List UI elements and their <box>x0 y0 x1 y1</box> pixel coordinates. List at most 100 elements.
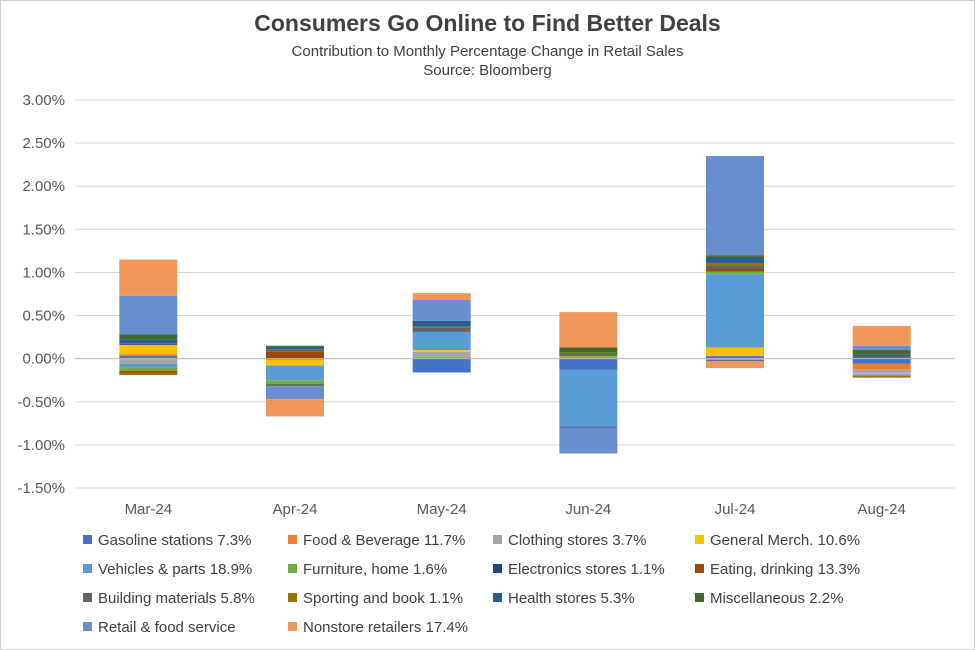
bar-segment <box>266 345 324 347</box>
bar-segment <box>412 320 471 327</box>
bar-segment <box>706 256 764 263</box>
y-tick-label: -1.00% <box>17 437 65 454</box>
bar-segment <box>852 325 911 346</box>
y-tick-label: 2.00% <box>22 178 65 195</box>
x-tick-label: Mar-24 <box>125 501 173 518</box>
bar-segment <box>559 369 618 427</box>
bar-segment <box>412 327 471 332</box>
bar-segment <box>559 427 618 454</box>
bar-segment <box>706 271 764 275</box>
bar-segment <box>266 384 324 386</box>
bar-segment <box>412 326 471 328</box>
bar-segment <box>119 363 178 368</box>
legend-label: Furniture, home 1.6% <box>303 561 448 578</box>
legend-swatch <box>288 593 297 602</box>
legend-label: Clothing stores 3.7% <box>508 532 647 549</box>
legend-swatch <box>83 593 92 602</box>
bar-segment <box>119 295 178 335</box>
legend-label: Retail & food service <box>98 619 236 636</box>
bar-segment <box>119 339 178 344</box>
y-tick-label: 0.00% <box>22 351 65 368</box>
bar-segment <box>266 380 324 385</box>
bar-segment <box>266 349 324 352</box>
legend-item: General Merch. 10.6% <box>695 531 860 551</box>
bar-segment <box>559 355 618 357</box>
bar-segment <box>412 293 471 301</box>
bar-segment <box>119 259 178 296</box>
bar-segment <box>412 300 471 321</box>
bar-segment <box>852 363 911 370</box>
bar-segment <box>412 350 471 352</box>
y-tick-label: -1.50% <box>17 480 65 497</box>
y-tick-label: 1.50% <box>22 221 65 238</box>
x-tick-label: Apr-24 <box>272 501 317 518</box>
bar-segment <box>119 372 178 376</box>
legend-swatch <box>288 535 297 544</box>
bar-segment <box>852 350 911 355</box>
x-tick-label: Jun-24 <box>565 501 611 518</box>
bar-segment <box>706 274 764 348</box>
legend-label: Sporting and book 1.1% <box>303 590 464 607</box>
y-tick-label: 1.00% <box>22 264 65 281</box>
legend-item: Electronics stores 1.1% <box>493 560 665 580</box>
chart-title: Consumers Go Online to Find Better Deals <box>254 10 721 36</box>
legend-swatch <box>493 593 502 602</box>
bar-segment <box>706 255 764 257</box>
legend-swatch <box>493 564 502 573</box>
legend-label: Food & Beverage 11.7% <box>303 532 466 549</box>
bar-segment <box>706 360 764 362</box>
chart-source: Source: Bloomberg <box>423 62 552 79</box>
legend-item: Miscellaneous 2.2% <box>695 589 843 609</box>
bar-segment <box>119 367 178 371</box>
legend-label: Nonstore retailers 17.4% <box>303 619 469 636</box>
legend-item: Eating, drinking 13.3% <box>695 560 860 580</box>
bar-segment <box>852 373 911 375</box>
x-tick-label: Aug-24 <box>857 501 905 518</box>
stacked-bar-chart: 3.00% 2.50% 2.00% 1.50% 1.00% 0.50% 0.00% -0.50… <box>17 92 955 518</box>
legend-item: Gasoline stations 7.3% <box>83 531 251 551</box>
legend-swatch <box>695 535 704 544</box>
bar-segment <box>852 375 911 377</box>
bar-segment <box>852 345 911 351</box>
bar-segment <box>119 356 178 359</box>
bar-segment <box>852 374 911 376</box>
legend-label: General Merch. 10.6% <box>710 532 861 549</box>
bar-segment <box>706 356 764 359</box>
y-tick-label: 2.50% <box>22 135 65 152</box>
bar-segment <box>266 351 324 359</box>
bar-segment <box>706 156 764 256</box>
y-tick-label: 3.00% <box>22 92 65 109</box>
bar-segment <box>119 344 178 355</box>
legend-item: Health stores 5.3% <box>493 589 635 609</box>
legend-label: Vehicles & parts 18.9% <box>98 561 253 578</box>
bar-segment <box>706 268 764 272</box>
bar-segment <box>412 351 471 357</box>
bar-segment <box>559 352 618 354</box>
bar-segment <box>706 265 764 269</box>
y-tick-label: 0.50% <box>22 308 65 325</box>
legend-swatch <box>695 564 704 573</box>
bar-segment <box>559 312 618 348</box>
bar-segment <box>119 344 178 345</box>
legend-item: Building materials 5.8% <box>83 589 255 609</box>
bar-segment <box>266 386 324 400</box>
bar-segment <box>852 354 911 357</box>
bar-segment <box>119 358 178 364</box>
bar-segment <box>266 346 324 350</box>
bar-segment <box>266 359 324 366</box>
bar-segment <box>412 331 471 351</box>
x-tick-label: Jul-24 <box>715 501 756 518</box>
x-tick-label: May-24 <box>417 501 467 518</box>
legend-swatch <box>695 593 704 602</box>
bar-segment <box>266 399 324 417</box>
legend-item: Furniture, home 1.6% <box>288 560 447 580</box>
legend-swatch <box>83 535 92 544</box>
bar-segment <box>559 426 618 428</box>
chart-subtitle: Contribution to Monthly Percentage Chang… <box>0 42 975 80</box>
bar-segment <box>412 331 471 332</box>
bar-segment <box>852 375 911 376</box>
bar-segment <box>852 358 911 364</box>
chart-subtitle-line: Contribution to Monthly Percentage Chang… <box>291 43 684 60</box>
bar-segment <box>119 343 178 345</box>
legend-label: Electronics stores 1.1% <box>508 561 665 578</box>
